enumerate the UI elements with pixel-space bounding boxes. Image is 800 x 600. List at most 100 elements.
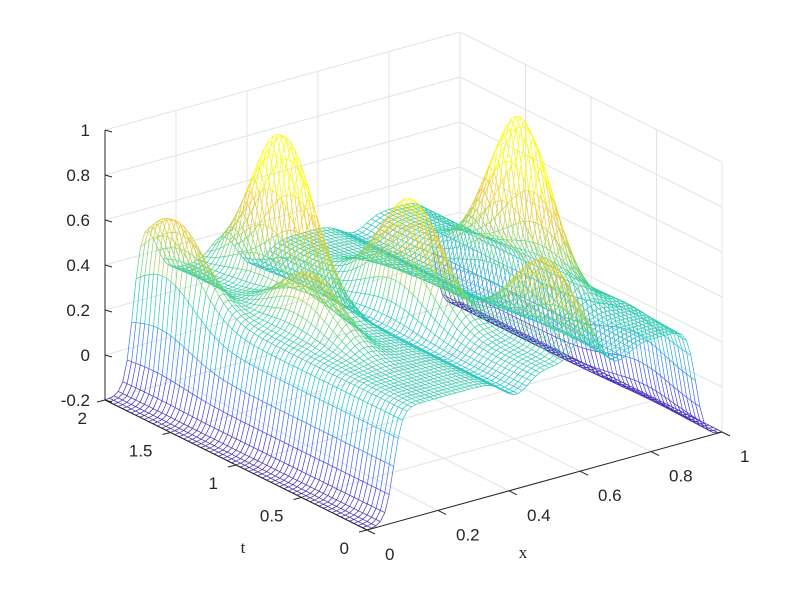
mesh-segment (551, 352, 557, 356)
mesh-segment (352, 240, 358, 244)
mesh-segment (113, 399, 119, 403)
mesh-segment (498, 248, 504, 265)
mesh-segment (493, 144, 499, 173)
mesh-segment (406, 230, 411, 233)
mesh-segment (537, 267, 543, 284)
mesh-segment (485, 302, 491, 306)
mesh-segment (401, 217, 407, 220)
mesh-segment (377, 297, 383, 312)
mesh-segment (437, 213, 442, 217)
mesh-segment (335, 247, 340, 250)
mesh-segment (139, 366, 146, 390)
mesh-segment (339, 236, 345, 240)
mesh-segment (140, 243, 146, 278)
mesh-segment (352, 249, 358, 252)
mesh-segment (232, 286, 238, 290)
mesh-segment (546, 346, 552, 349)
mesh-segment (331, 232, 336, 235)
mesh-segment (326, 227, 332, 231)
mesh-segment (206, 262, 212, 265)
mesh-segment (392, 243, 398, 248)
mesh-segment (366, 231, 372, 235)
mesh-segment (330, 243, 336, 246)
mesh-segment (576, 276, 582, 279)
mesh-segment (228, 276, 234, 282)
mesh-segment (379, 240, 385, 244)
mesh-segment (625, 356, 630, 358)
mesh-segment (202, 251, 208, 257)
mesh-segment (515, 240, 521, 250)
mesh-segment (485, 255, 491, 259)
mesh-segment (384, 212, 390, 216)
mesh-segment (357, 250, 362, 252)
mesh-segment (309, 229, 314, 232)
mesh-segment (497, 200, 503, 237)
mesh-segment (343, 270, 349, 281)
mesh-segment (364, 306, 370, 309)
mesh-surface (104, 116, 723, 531)
mesh-segment (454, 224, 460, 232)
mesh-segment (573, 358, 578, 362)
mesh-segment (529, 300, 534, 304)
mesh-segment (559, 338, 565, 355)
mesh-segment (281, 166, 287, 200)
mesh-segment (281, 197, 287, 231)
mesh-segment (286, 230, 291, 232)
mesh-segment (258, 275, 265, 286)
mesh-segment (516, 330, 522, 334)
mesh-segment (462, 270, 468, 273)
mesh-segment (498, 238, 504, 244)
mesh-segment (391, 278, 396, 281)
mesh-segment (590, 371, 596, 375)
mesh-segment (533, 252, 539, 256)
mesh-segment (607, 353, 613, 374)
mesh-segment (441, 220, 447, 223)
mesh-segment (313, 236, 318, 240)
mesh-segment (366, 236, 372, 240)
mesh-segment (464, 309, 469, 313)
mesh-segment (415, 220, 420, 223)
mesh-segment (357, 251, 362, 255)
mesh-segment (519, 192, 525, 222)
mesh-segment (424, 209, 429, 213)
mesh-segment (343, 250, 349, 252)
mesh-segment (348, 246, 354, 250)
mesh-segment (638, 360, 644, 384)
mesh-segment (246, 258, 252, 264)
mesh-segment (450, 222, 456, 226)
mesh-segment (371, 215, 376, 220)
mesh-segment (462, 228, 468, 246)
mesh-segment (241, 281, 247, 287)
mesh-segment (335, 250, 340, 253)
mesh-segment (546, 346, 552, 354)
mesh-segment (113, 391, 119, 397)
mesh-segment (581, 347, 587, 350)
mesh-segment (560, 354, 565, 358)
mesh-segment (599, 368, 605, 378)
mesh-segment (375, 215, 381, 219)
mesh-segment (272, 229, 278, 234)
mesh-segment (113, 402, 119, 405)
mesh-segment (419, 205, 425, 209)
mesh-segment (484, 289, 490, 293)
mesh-segment (450, 298, 456, 306)
mesh-segment (277, 231, 282, 235)
mesh-segment (370, 248, 376, 252)
mesh-segment (432, 216, 438, 218)
mesh-segment (290, 230, 295, 232)
mesh-segment (255, 224, 260, 226)
mesh-segment (405, 250, 411, 255)
mesh-segment (237, 252, 242, 255)
mesh-segment (122, 381, 128, 385)
mesh-segment (550, 249, 556, 261)
mesh-segment (131, 322, 137, 362)
mesh-segment (366, 234, 372, 238)
mesh-segment (449, 247, 455, 249)
mesh-segment (484, 192, 490, 205)
mesh-segment (480, 225, 486, 229)
mesh-segment (162, 258, 168, 265)
mesh-segment (228, 288, 233, 291)
mesh-segment (335, 231, 341, 235)
mesh-segment (418, 243, 424, 249)
mesh-segment (616, 354, 622, 376)
